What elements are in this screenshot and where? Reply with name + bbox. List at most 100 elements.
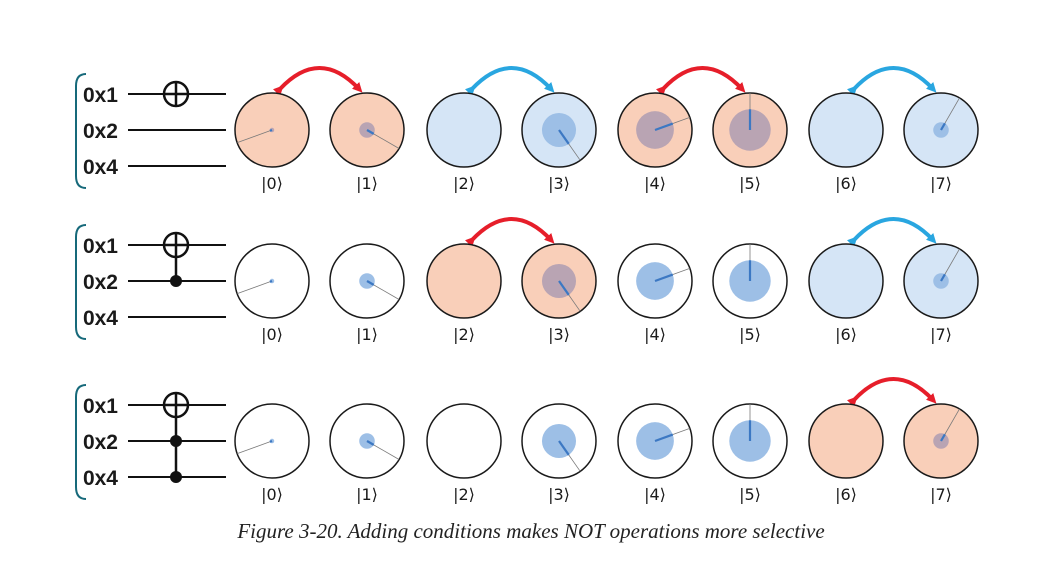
state-circle-1: |1⟩ (329, 403, 405, 504)
state-circle-2: |2⟩ (426, 243, 502, 344)
control-dot-icon (170, 275, 182, 287)
state-disc (808, 403, 884, 479)
register-bracket (75, 384, 87, 500)
swap-arrow-blue (464, 66, 555, 97)
phase-line (366, 440, 375, 446)
state-circle-7: |7⟩ (903, 403, 979, 504)
phase-reference-line (237, 280, 273, 295)
phase-line (558, 280, 570, 296)
state-circle-5: |5⟩ (712, 92, 788, 193)
not-gate-icon (162, 231, 190, 259)
state-circle-2: |2⟩ (426, 92, 502, 193)
state-circle-4: |4⟩ (617, 92, 693, 193)
ket-label: |1⟩ (356, 174, 378, 193)
register-bracket (75, 224, 87, 340)
state-circle-3: |3⟩ (521, 243, 597, 344)
register-label: 0x4 (83, 467, 118, 490)
circuit-row-1: 0x1 0x2 0x4 |0⟩ |1⟩ |2⟩ |3⟩ |4⟩ |5⟩ |6⟩ |7⟩ (75, 66, 979, 193)
state-circle-4: |4⟩ (617, 243, 693, 344)
state-disc (426, 243, 502, 319)
state-circle-6: |6⟩ (808, 403, 884, 504)
ket-label: |3⟩ (548, 325, 570, 344)
state-circle-0: |0⟩ (234, 243, 310, 344)
phase-line (558, 129, 570, 145)
state-circle-0: |0⟩ (234, 92, 310, 193)
state-circle-1: |1⟩ (329, 243, 405, 344)
ket-label: |3⟩ (548, 485, 570, 504)
state-circle-4: |4⟩ (617, 403, 693, 504)
phase-reference-line (237, 440, 273, 455)
register-label: 0x4 (83, 156, 118, 179)
ket-label: |0⟩ (261, 325, 283, 344)
phase-line (269, 279, 273, 283)
ket-label: |6⟩ (835, 485, 857, 504)
control-dot-icon (170, 471, 182, 483)
ket-label: |0⟩ (261, 485, 283, 504)
state-circle-3: |3⟩ (521, 92, 597, 193)
not-gate-icon (162, 391, 190, 419)
register-label: 0x2 (83, 431, 118, 454)
state-circle-2: |2⟩ (426, 403, 502, 504)
register-label: 0x1 (83, 235, 118, 258)
swap-arrow-red (464, 217, 555, 248)
ket-label: |2⟩ (453, 325, 475, 344)
phase-line (269, 128, 273, 132)
state-circle-6: |6⟩ (808, 243, 884, 344)
register-label: 0x1 (83, 395, 118, 418)
swap-arrow-red (846, 377, 937, 408)
ket-label: |6⟩ (835, 174, 857, 193)
swap-arrow-blue (846, 217, 937, 248)
state-disc (426, 92, 502, 168)
ket-label: |5⟩ (739, 174, 761, 193)
ket-label: |6⟩ (835, 325, 857, 344)
register-bracket (75, 73, 87, 189)
state-circle-5: |5⟩ (712, 403, 788, 504)
ket-label: |4⟩ (644, 485, 666, 504)
ket-label: |5⟩ (739, 485, 761, 504)
ket-label: |4⟩ (644, 174, 666, 193)
ket-label: |4⟩ (644, 325, 666, 344)
circuit-row-2: 0x1 0x2 0x4 |0⟩ |1⟩ |2⟩ |3⟩ |4⟩ |5⟩ |6⟩ |7⟩ (75, 217, 979, 344)
control-dot-icon (170, 435, 182, 447)
phase-line (940, 433, 946, 442)
ket-label: |2⟩ (453, 485, 475, 504)
state-disc (426, 403, 502, 479)
swap-arrow-red (272, 66, 363, 97)
swap-arrow-blue (846, 66, 937, 97)
ket-label: |1⟩ (356, 485, 378, 504)
ket-label: |0⟩ (261, 174, 283, 193)
swap-arrow-red (655, 66, 746, 97)
ket-label: |5⟩ (739, 325, 761, 344)
not-gate-icon (162, 80, 190, 108)
ket-label: |7⟩ (930, 174, 952, 193)
state-disc (808, 92, 884, 168)
phase-line (654, 433, 674, 443)
state-circle-7: |7⟩ (903, 243, 979, 344)
phase-line (654, 273, 674, 283)
phase-reference-line (237, 129, 273, 144)
ket-label: |1⟩ (356, 325, 378, 344)
state-circle-6: |6⟩ (808, 92, 884, 193)
ket-label: |7⟩ (930, 485, 952, 504)
state-circle-1: |1⟩ (329, 92, 405, 193)
state-circle-7: |7⟩ (903, 92, 979, 193)
circuit-row-3: 0x1 0x2 0x4 |0⟩ |1⟩ |2⟩ |3⟩ |4⟩ |5⟩ |6⟩ |7⟩ (75, 377, 979, 504)
phase-line (940, 122, 946, 131)
ket-label: |3⟩ (548, 174, 570, 193)
figure-caption: Figure 3-20. Adding conditions makes NOT… (237, 519, 825, 543)
ket-label: |2⟩ (453, 174, 475, 193)
phase-line (366, 129, 375, 135)
ket-label: |7⟩ (930, 325, 952, 344)
register-label: 0x2 (83, 120, 118, 143)
state-circle-0: |0⟩ (234, 403, 310, 504)
phase-line (558, 440, 570, 456)
state-circle-3: |3⟩ (521, 403, 597, 504)
register-label: 0x1 (83, 84, 118, 107)
phase-line (940, 273, 946, 282)
phase-line (366, 280, 375, 286)
state-disc (808, 243, 884, 319)
state-circle-5: |5⟩ (712, 243, 788, 344)
phase-line (654, 122, 674, 132)
register-label: 0x4 (83, 307, 118, 330)
